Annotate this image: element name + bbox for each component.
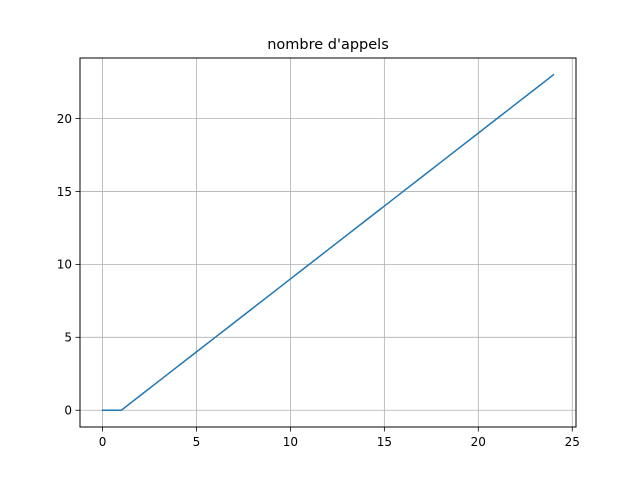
x-tick-label: 15	[377, 435, 392, 449]
axis-ticks: 0 5 10 15 20 25 0 5 10 15 20	[57, 112, 580, 449]
grid-lines	[80, 58, 576, 427]
x-tick-label: 0	[99, 435, 107, 449]
y-tick-label: 20	[57, 112, 72, 126]
plot-area-frame	[79, 57, 577, 428]
series-lines	[101, 73, 555, 411]
x-tick-label: 25	[565, 435, 580, 449]
chart-title: nombre d'appels	[267, 37, 389, 53]
y-tick-label: 0	[64, 404, 72, 418]
x-tick-label: 5	[193, 435, 201, 449]
series-line-0	[101, 73, 555, 411]
x-tick-label: 10	[283, 435, 298, 449]
y-tick-label: 15	[57, 185, 72, 199]
y-tick-label: 5	[64, 331, 72, 345]
y-tick-label: 10	[57, 258, 72, 272]
x-tick-label: 20	[471, 435, 486, 449]
